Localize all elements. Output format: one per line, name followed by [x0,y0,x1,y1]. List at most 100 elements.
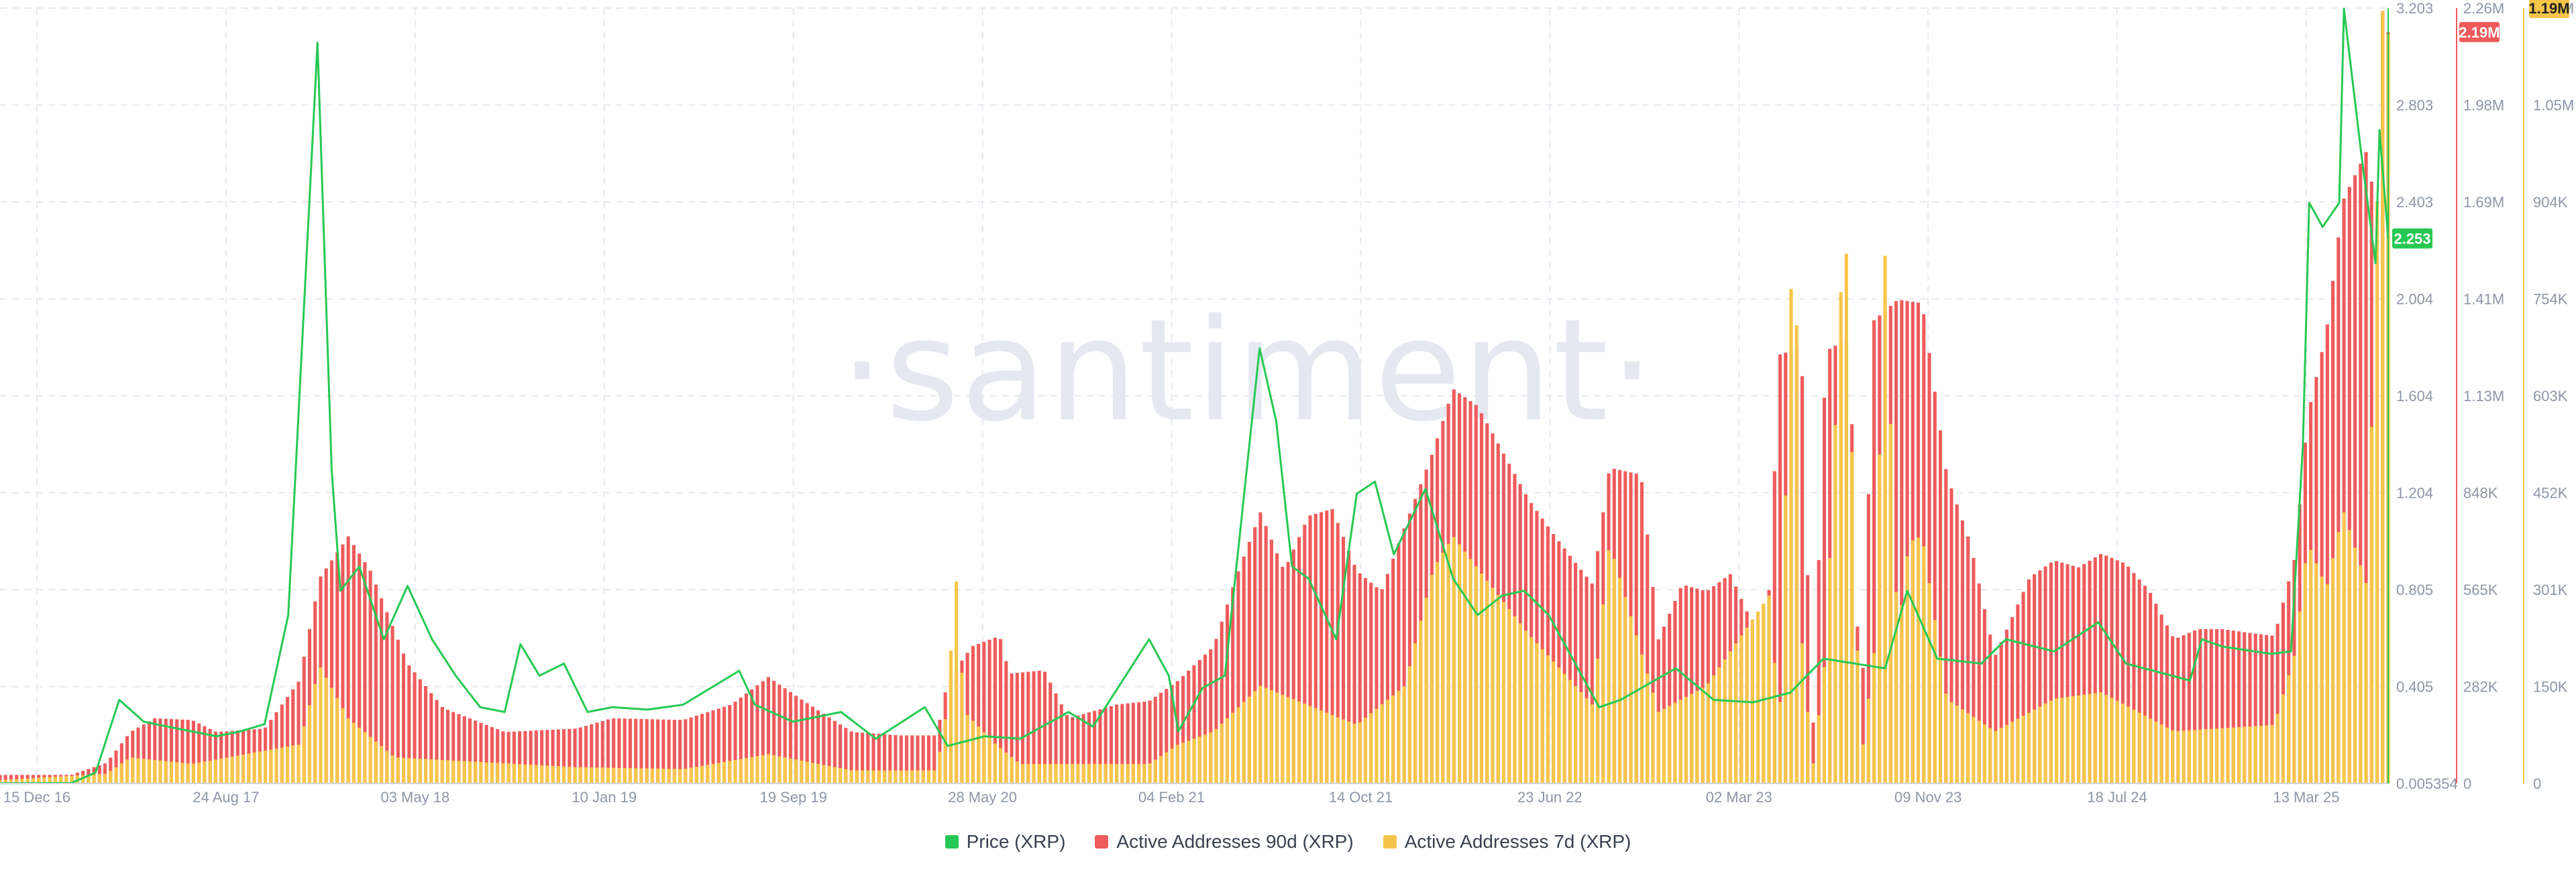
bar-active-7d [2275,714,2279,783]
bar-active-7d [1402,686,1406,783]
bar-active-90d [512,731,516,783]
bar-active-90d [341,544,345,783]
bar-active-7d [678,769,682,783]
bar-active-7d [1142,763,1146,783]
bar-active-90d [926,735,930,783]
bar-active-90d [1546,526,1550,783]
bar-active-7d [1269,690,1273,783]
bar-active-90d [822,714,826,783]
legend-item-price[interactable]: Price (XRP) [945,831,1065,853]
bar-active-90d [1557,541,1561,783]
bar-active-90d [2121,562,2125,783]
legend-swatch-active-7d [1383,835,1397,849]
bar-active-90d [1646,534,1650,783]
active7d-tick-label: 1.05M [2533,97,2574,114]
bar-active-90d [706,712,710,783]
bar-active-7d [1242,702,1246,783]
bar-active-90d [1772,471,1776,783]
bar-active-90d [628,718,632,783]
bar-active-7d [794,759,798,783]
bar-active-90d [2342,198,2346,783]
bar-active-7d [932,770,936,783]
bar-active-7d [2176,730,2180,783]
bar-active-7d [1518,623,1522,783]
bar-active-7d [1546,655,1550,783]
bar-active-7d [1617,578,1622,783]
bar-active-7d [1960,709,1965,783]
bar-active-7d [2375,201,2379,783]
legend-item-active-90d[interactable]: Active Addresses 90d (XRP) [1095,831,1354,853]
bar-active-90d [1258,512,1263,783]
bar-active-90d [1286,561,1290,783]
bar-active-7d [783,757,787,783]
bar-active-7d [894,770,898,783]
bar-active-7d [429,759,433,783]
bar-active-90d [302,657,306,783]
bar-active-90d [716,708,720,783]
bar-active-90d [1242,556,1246,783]
bar-active-90d [1231,587,1235,783]
bar-active-7d [1137,763,1141,783]
bar-active-90d [518,731,522,783]
bar-active-7d [2165,727,2169,783]
bar-active-7d [2281,694,2285,783]
bar-active-7d [667,769,671,783]
bar-active-90d [402,653,406,783]
bar-active-90d [468,718,472,783]
bar-active-7d [1286,697,1290,783]
bar-active-7d [844,769,848,783]
bar-active-7d [855,770,859,783]
bar-active-7d [1436,561,1440,783]
bar-active-7d [2060,698,2064,783]
bar-active-90d [1004,661,1008,783]
bar-active-90d [1093,710,1097,783]
bar-active-7d [2243,726,2247,783]
bar-active-7d [1739,635,1743,783]
bar-active-7d [1574,686,1578,783]
bar-active-7d [1678,700,1682,783]
bar-active-90d [827,717,831,783]
bar-active-7d [877,770,881,783]
legend-item-active-7d[interactable]: Active Addresses 7d (XRP) [1383,831,1631,853]
bar-active-7d [1662,708,1666,783]
bar-active-90d [2159,614,2163,783]
bar-active-7d [965,715,969,783]
bar-active-90d [2065,564,2070,783]
bar-active-7d [37,777,41,783]
x-tick-label: 03 May 18 [380,789,449,806]
x-tick-label: 09 Nov 23 [1894,789,1962,806]
active90d-tick-label: 1.69M [2463,194,2504,211]
bar-active-7d [888,770,892,783]
bar-active-90d [700,714,704,783]
bar-active-7d [1441,553,1445,783]
x-tick-label: 18 Jul 24 [2087,789,2147,806]
bar-active-7d [247,753,251,783]
bar-active-90d [783,688,787,783]
bar-active-7d [1258,686,1263,783]
bar-active-90d [1385,574,1389,783]
bar-active-90d [1684,585,1688,783]
bar-active-90d [1220,621,1224,783]
bar-active-90d [2176,637,2180,783]
bar-active-90d [1944,469,1948,783]
bar-active-7d [904,770,909,783]
bar-active-90d [2027,579,2031,783]
bar-active-90d [2209,629,2213,783]
bar-active-90d [1020,672,1025,783]
bar-active-7d [1668,706,1672,783]
bar-active-90d [623,718,627,783]
bar-active-7d [1004,752,1008,783]
bar-active-90d [445,710,450,783]
bar-active-7d [716,763,720,783]
bar-active-7d [1982,724,1986,783]
value-badges: 2.253 2.19M 1.19M [2392,0,2570,249]
bar-active-7d [1109,763,1113,783]
bar-active-90d [219,731,223,783]
bar-active-90d [1032,671,1036,783]
bar-active-7d [1220,723,1224,783]
bar-active-90d [816,710,820,783]
bar-active-90d [1087,712,1091,783]
legend-label-active-7d: Active Addresses 7d (XRP) [1404,831,1631,852]
bar-active-7d [1850,452,1854,783]
bar-active-90d [1049,682,1053,783]
